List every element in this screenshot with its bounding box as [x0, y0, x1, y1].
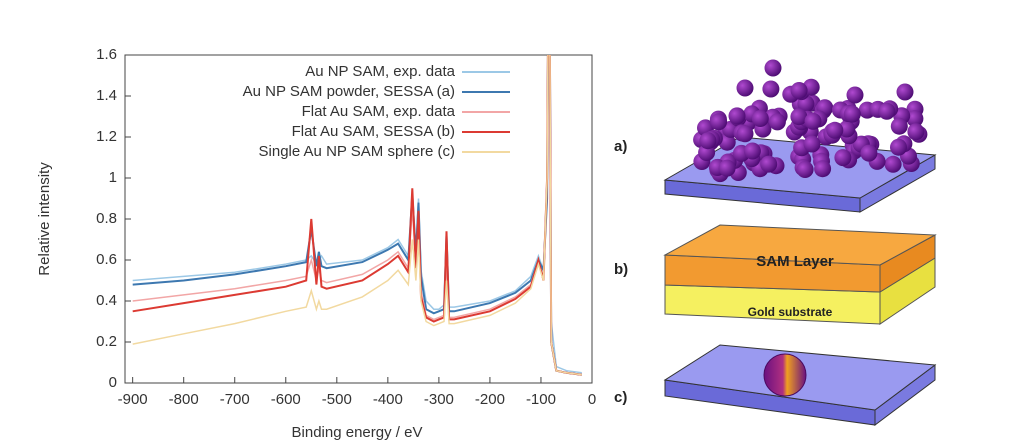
nanoparticle	[768, 113, 786, 131]
layer-label: Gold substrate	[748, 305, 833, 319]
x-tick-label: -600	[271, 391, 301, 408]
nanoparticles	[693, 59, 928, 183]
nanoparticle	[728, 107, 746, 125]
series-line	[132, 55, 582, 376]
y-axis-label: Relative intensity	[36, 162, 53, 276]
y-tick-label: 0.6	[96, 251, 117, 268]
diagram-c: c)	[614, 344, 937, 426]
nanoparticle	[743, 142, 761, 160]
x-tick-label: -100	[526, 391, 556, 408]
legend-label: Flat Au SAM, SESSA (b)	[292, 123, 455, 140]
nanoparticle	[790, 82, 808, 99]
diagram-b: SAM Layer Gold substrate b)	[614, 224, 937, 325]
series-line	[132, 55, 582, 376]
x-tick-label: -800	[169, 391, 199, 408]
y-tick-label: 1.6	[96, 46, 117, 63]
nanoparticle	[907, 123, 925, 141]
nanoparticle	[718, 159, 736, 177]
nanoparticle	[846, 86, 864, 104]
nanoparticle	[796, 161, 814, 178]
y-tick-label: 1.4	[96, 87, 117, 104]
nanoparticle	[790, 108, 808, 126]
y-tick-label: 0.8	[96, 210, 117, 227]
nanoparticle	[803, 135, 821, 153]
legend-label: Single Au NP SAM sphere (c)	[259, 143, 455, 160]
nanoparticle	[763, 353, 807, 397]
nanoparticle	[896, 83, 914, 101]
nanoparticle	[736, 79, 754, 97]
nanoparticle	[736, 125, 754, 143]
panel-label: c)	[614, 389, 627, 406]
legend-label: Au NP SAM, exp. data	[305, 63, 455, 80]
nanoparticle	[718, 133, 736, 151]
nanoparticle	[762, 80, 780, 98]
x-tick-label: -200	[475, 391, 505, 408]
series-line	[132, 55, 582, 376]
layer-label: SAM Layer	[756, 253, 834, 270]
nanoparticle	[884, 155, 902, 173]
x-axis-label: Binding energy / eV	[292, 424, 423, 441]
nanoparticle	[890, 138, 907, 156]
y-tick-label: 0.4	[96, 292, 117, 309]
y-tick-label: 1.2	[96, 128, 117, 145]
series-line	[132, 55, 582, 374]
sam-layer	[663, 224, 937, 266]
y-tick-label: 1	[109, 169, 117, 186]
nanoparticle	[814, 160, 832, 178]
nanoparticle	[906, 110, 924, 128]
nanoparticle	[751, 110, 769, 127]
plot-area	[132, 55, 582, 376]
y-tick-label: 0	[109, 374, 117, 391]
nanoparticle	[760, 155, 778, 173]
legend-label: Au NP SAM powder, SESSA (a)	[243, 83, 455, 100]
nanoparticle	[843, 105, 861, 123]
nanoparticle	[878, 102, 896, 120]
x-tick-label: -700	[220, 391, 250, 408]
panel-label: a)	[614, 138, 627, 155]
nanoparticle	[890, 117, 908, 135]
x-tick-label: -500	[322, 391, 352, 408]
nanoparticle	[834, 149, 852, 167]
nanoparticle	[826, 121, 844, 139]
nanoparticle	[860, 144, 878, 162]
nanoparticle	[699, 132, 717, 150]
nanoparticle	[710, 113, 728, 131]
nanoparticle	[764, 59, 782, 77]
x-tick-label: -400	[373, 391, 403, 408]
y-tick-label: 0.2	[96, 333, 117, 350]
x-tick-label: -300	[424, 391, 454, 408]
series-line	[132, 55, 582, 376]
diagram-a: a)	[614, 59, 937, 213]
x-tick-label: -900	[118, 391, 148, 408]
legend-label: Flat Au SAM, exp. data	[302, 103, 456, 120]
x-tick-label: 0	[588, 391, 596, 408]
panel-label: b)	[614, 261, 628, 278]
nanoparticle	[804, 112, 822, 130]
